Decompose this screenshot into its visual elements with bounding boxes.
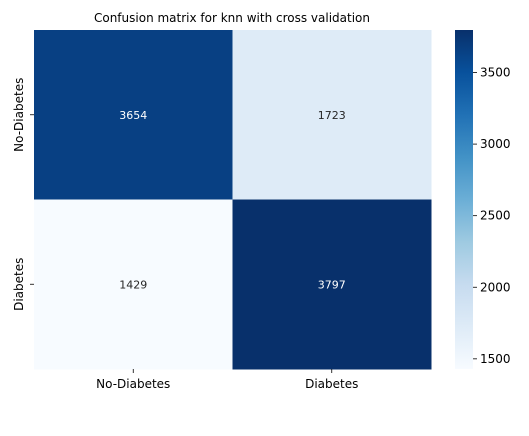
colorbar-tick-label: 2500 [480,209,511,223]
heatmap-cell-value: 3797 [318,278,346,291]
heatmap-cell-value: 1429 [119,278,147,291]
y-tick-label: No-Diabetes [12,78,26,152]
x-axis: No-Diabetes Diabetes [96,369,358,391]
y-tick-label: Diabetes [12,258,26,311]
colorbar-tick-label: 1500 [480,352,511,366]
heatmap-cells [34,30,432,370]
y-axis: No-Diabetes Diabetes [12,78,34,311]
colorbar-gradient [455,30,473,369]
chart-title: Confusion matrix for knn with cross vali… [94,11,370,25]
heatmap-cell-value: 1723 [318,109,346,122]
x-tick-label: Diabetes [305,377,358,391]
colorbar-tick-label: 3500 [480,66,511,80]
x-tick-label: No-Diabetes [96,377,170,391]
colorbar: 1500 2000 2500 3000 3500 [455,30,511,369]
colorbar-tick-label: 2000 [480,280,511,294]
heatmap-cell-value: 3654 [119,109,147,122]
colorbar-tick-label: 3000 [480,137,511,151]
